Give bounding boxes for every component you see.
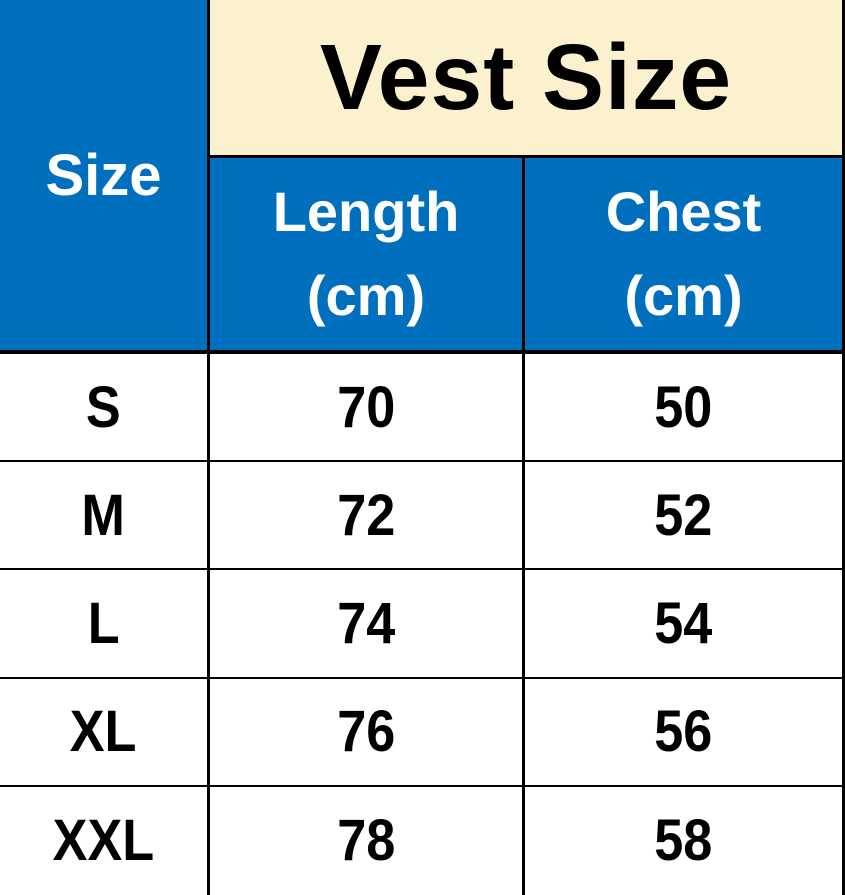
length-column-header: Length (cm) [210,158,525,354]
chest-value: 54 [654,590,713,656]
length-value: 70 [336,374,396,440]
length-header-line2: (cm) [306,264,426,327]
chest-value-cell: 50 [525,354,845,463]
chest-value-cell: 52 [525,462,845,571]
chest-value-cell: 56 [525,678,845,787]
size-column-header-label: Size [45,142,162,208]
size-label: XL [70,699,137,765]
length-value-cell: 76 [210,678,525,787]
size-column-header: Size [0,0,210,354]
length-value-cell: 74 [210,570,525,679]
size-label: S [86,374,121,440]
chest-value: 52 [654,482,713,548]
length-value-cell: 78 [210,786,525,895]
chest-header-line2: (cm) [624,264,743,327]
chest-value: 50 [654,374,713,440]
length-value: 76 [336,699,396,765]
chest-value: 56 [654,699,713,765]
size-label: M [81,482,126,548]
length-value: 74 [336,590,396,656]
size-label: XXL [52,808,155,874]
chart-title-cell: Vest Size [210,0,845,158]
length-value-cell: 72 [210,462,525,571]
chest-header-line1: Chest [605,180,762,243]
chest-value-cell: 54 [525,570,845,679]
size-label-cell: XL [0,678,210,787]
chest-value: 58 [654,808,713,874]
chart-title: Vest Size [319,25,733,129]
length-value: 78 [336,808,396,874]
length-header-line1: Length [272,180,460,243]
length-value: 72 [336,482,396,548]
size-label-cell: S [0,354,210,463]
length-value-cell: 70 [210,354,525,463]
size-label: L [87,590,120,656]
size-label-cell: M [0,462,210,571]
chest-value-cell: 58 [525,786,845,895]
chest-column-header: Chest (cm) [525,158,845,354]
size-label-cell: L [0,570,210,679]
size-label-cell: XXL [0,786,210,895]
